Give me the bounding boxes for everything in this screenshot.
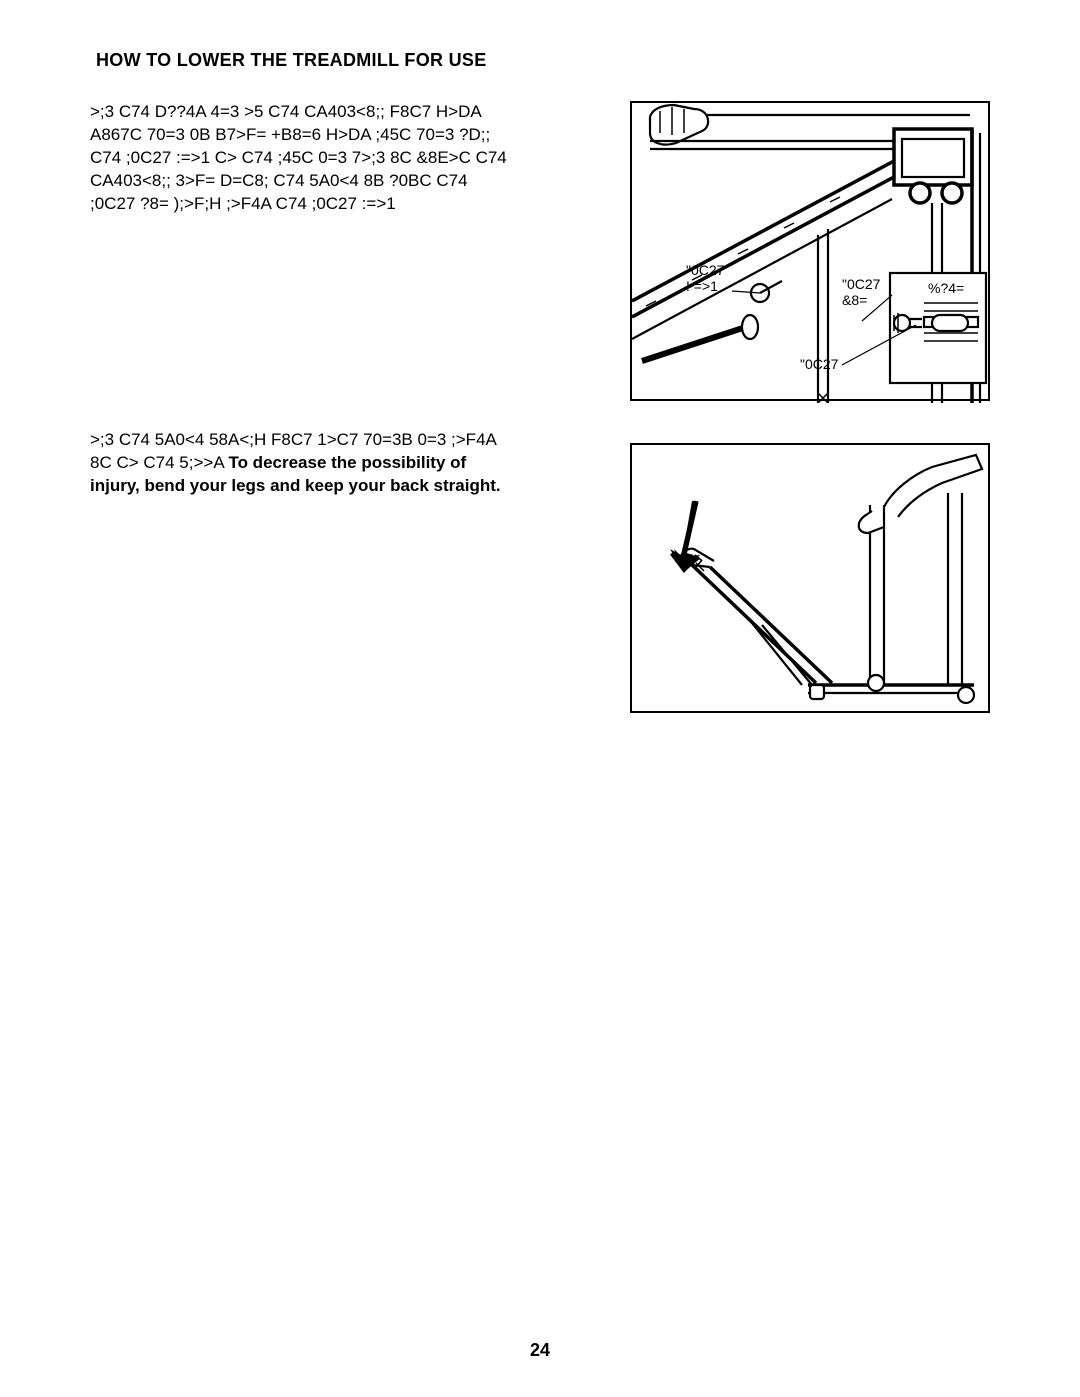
label-latch-pin-2: &8=	[842, 292, 867, 308]
figure-2-svg	[632, 445, 992, 715]
label-latch-knob-2: ! =>1	[686, 278, 718, 294]
page-number: 24	[0, 1340, 1080, 1361]
label-open: %?4=	[928, 280, 964, 296]
page: HOW TO LOWER THE TREADMILL FOR USE >;3 C…	[0, 0, 1080, 1397]
para-step-1: >;3 C74 D??4A 4=3 >5 C74 CA403<8;; F8C7 …	[90, 102, 507, 213]
row-step-1: >;3 C74 D??4A 4=3 >5 C74 CA403<8;; F8C7 …	[90, 101, 990, 401]
text-step-1: >;3 C74 D??4A 4=3 >5 C74 CA403<8;; F8C7 …	[90, 101, 520, 216]
figure-2-col	[630, 429, 990, 713]
figure-2	[630, 443, 990, 713]
label-latch-pin: "0C27	[842, 276, 881, 292]
row-step-2: >;3 C74 5A0<4 58A<;H F8C7 1>C7 70=3B 0=3…	[90, 429, 990, 713]
figure-1: "0C27 ! =>1 "0C27 &8= %?4= "0C27	[630, 101, 990, 401]
label-latch: "0C27	[800, 356, 839, 372]
figure-1-svg: "0C27 ! =>1 "0C27 &8= %?4= "0C27	[632, 103, 992, 403]
label-latch-knob: "0C27	[686, 262, 725, 278]
heading-lower-treadmill: HOW TO LOWER THE TREADMILL FOR USE	[90, 50, 990, 71]
figure-1-col: "0C27 ! =>1 "0C27 &8= %?4= "0C27	[630, 101, 990, 401]
text-step-2: >;3 C74 5A0<4 58A<;H F8C7 1>C7 70=3B 0=3…	[90, 429, 520, 498]
